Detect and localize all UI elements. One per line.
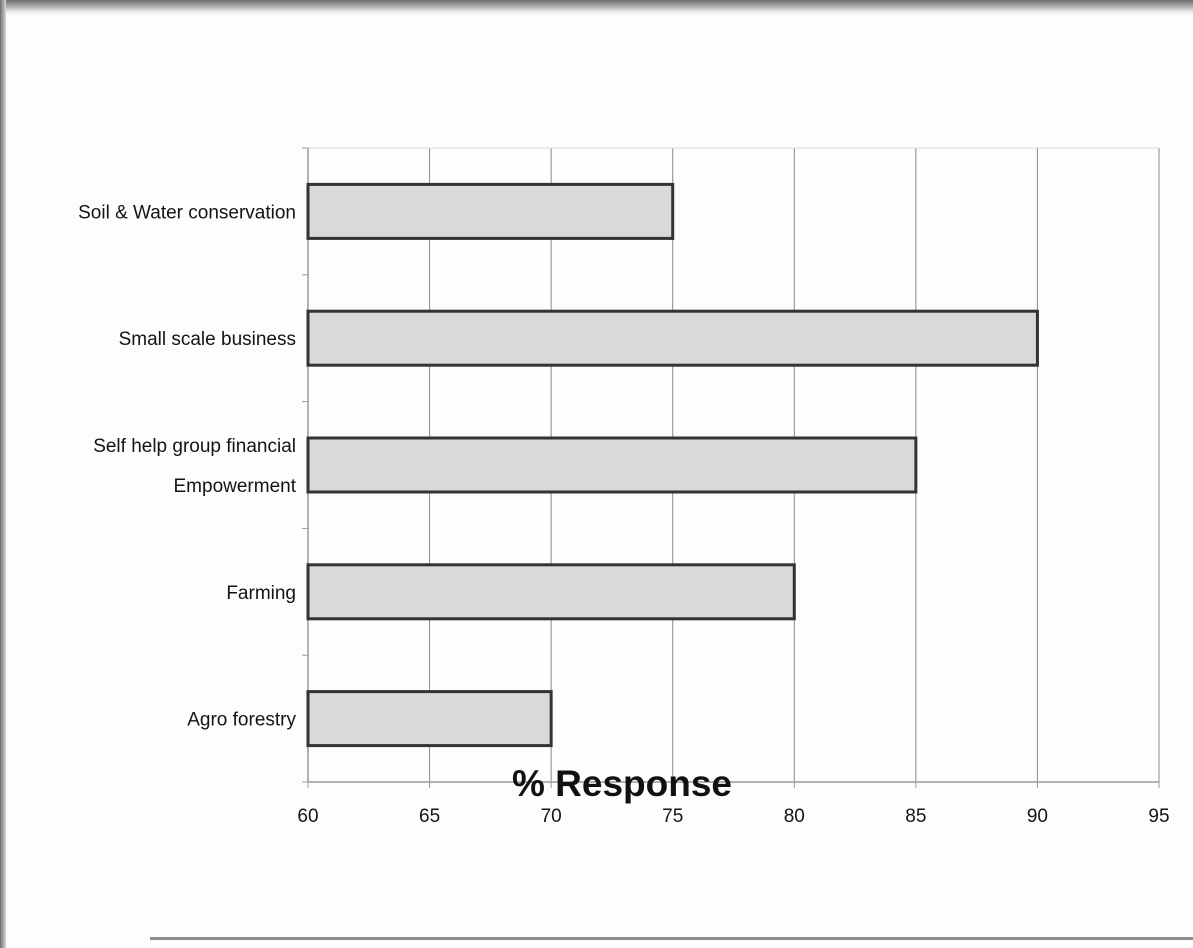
- category-label: Agro forestry: [187, 710, 296, 731]
- x-tick-label: 80: [784, 806, 805, 827]
- scan-bottom-rule: [150, 937, 1193, 940]
- x-tick-label: 95: [1148, 806, 1169, 827]
- bar: [306, 690, 553, 748]
- bar-series: [306, 182, 1039, 748]
- bar: [306, 309, 1039, 367]
- x-tick-label: 90: [1027, 806, 1048, 827]
- category-labels: Soil & Water conservation Small scale bus…: [78, 202, 297, 730]
- category-label: Farming: [226, 583, 296, 604]
- scan-left-border: [0, 0, 6, 948]
- x-tick-label: 60: [297, 806, 318, 827]
- x-tick-label: 70: [541, 806, 562, 827]
- category-label: Self help group financial: [93, 436, 296, 457]
- x-tick-label: 75: [662, 806, 683, 827]
- scan-top-border: [0, 0, 1193, 16]
- category-label: Empowerment: [174, 476, 297, 497]
- bar: [306, 182, 675, 240]
- bar: [306, 563, 796, 621]
- bar: [306, 436, 918, 494]
- x-tick-label: 65: [419, 806, 440, 827]
- x-tick-labels: 60 65 70 75 80 85 90 95: [297, 806, 1169, 827]
- x-axis-title: % Response: [512, 763, 732, 804]
- vertical-gridlines: [429, 148, 1160, 782]
- category-label: Small scale business: [119, 329, 296, 350]
- x-tick-label: 85: [905, 806, 926, 827]
- category-label: Soil & Water conservation: [78, 202, 296, 223]
